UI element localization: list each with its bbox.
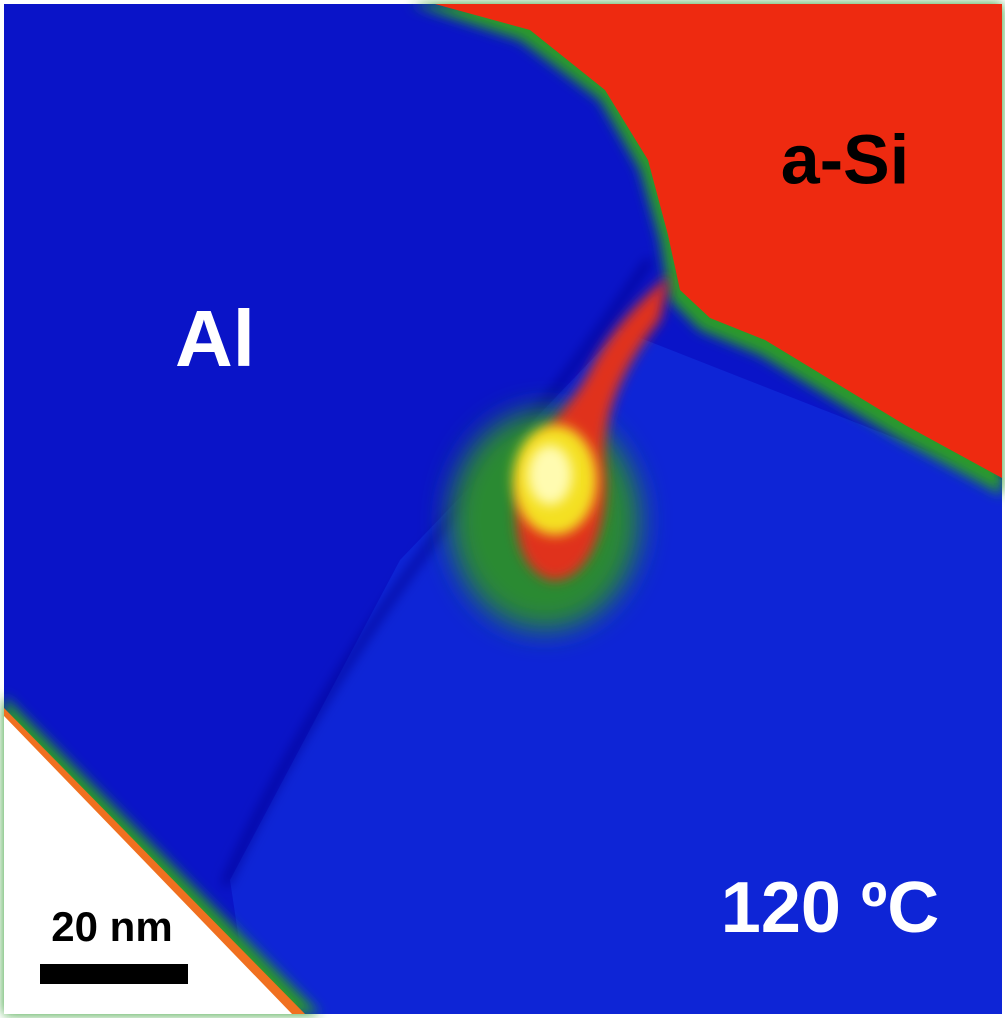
label-al: Al xyxy=(175,294,255,383)
label-a-si: a-Si xyxy=(781,120,909,198)
label-temperature: 120 ºC xyxy=(721,868,939,948)
scale-bar xyxy=(40,964,188,984)
micrograph: a-Si Al 120 ºC 20 nm xyxy=(0,0,1005,1018)
si-crystal-core xyxy=(528,445,572,505)
scale-bar-label: 20 nm xyxy=(51,903,172,950)
